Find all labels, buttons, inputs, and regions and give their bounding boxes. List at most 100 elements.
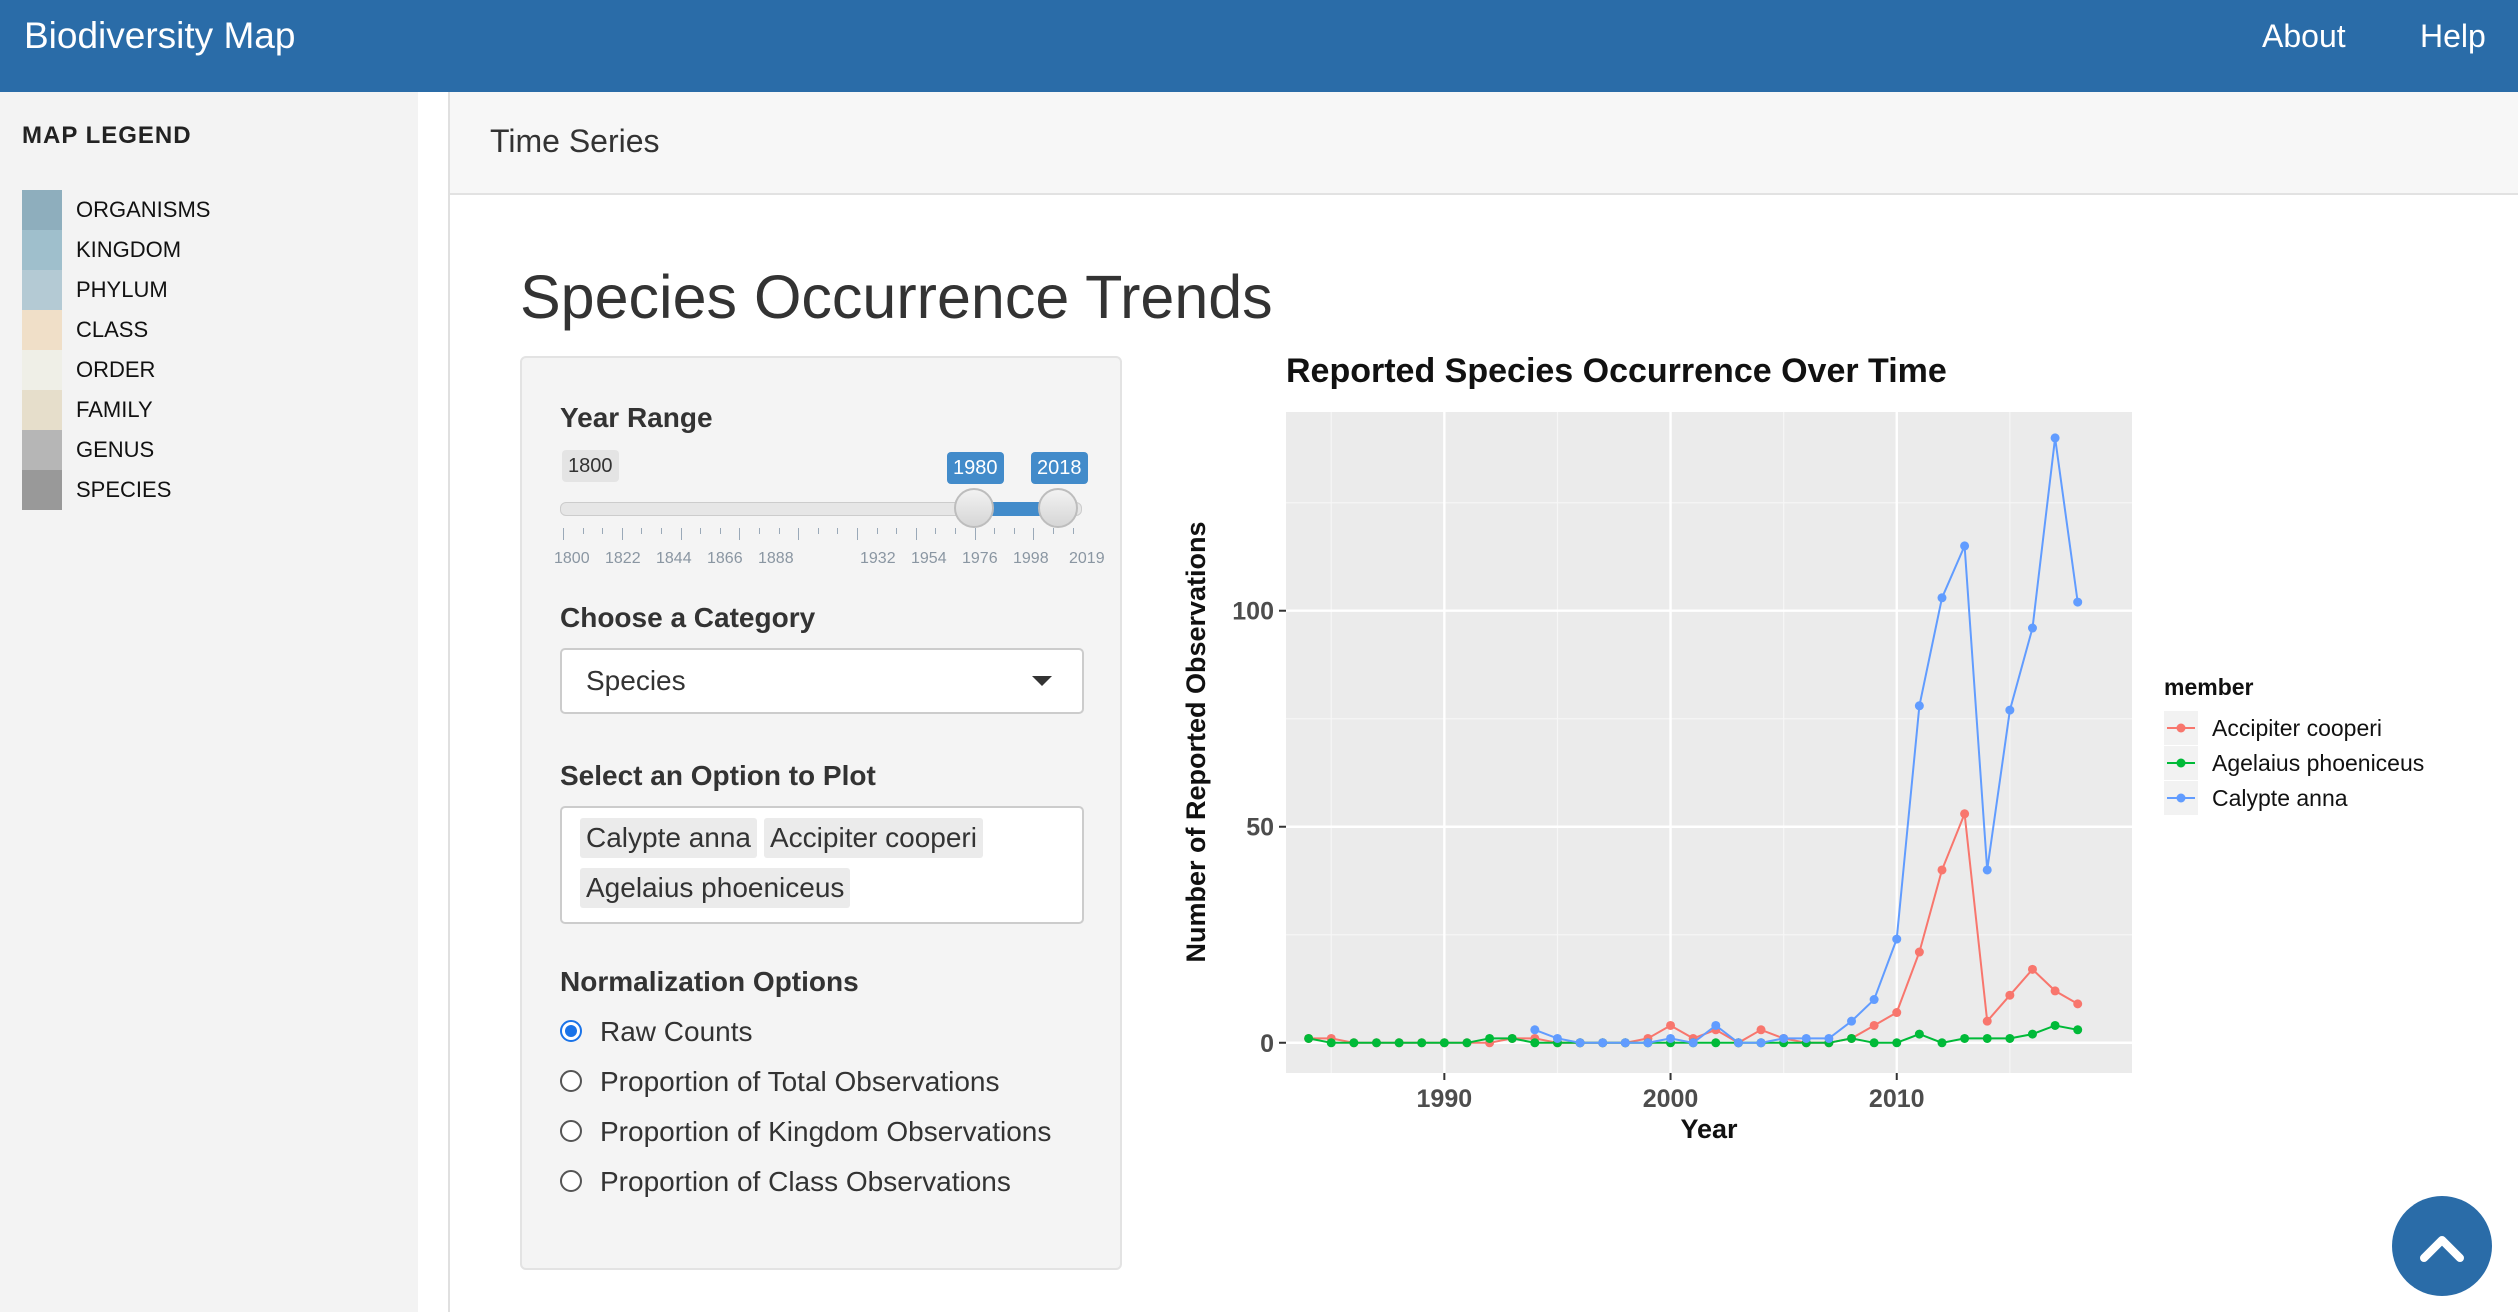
data-point: [1869, 995, 1879, 1005]
data-point: [1824, 1033, 1834, 1043]
data-point: [1666, 1020, 1676, 1030]
slider-from-handle[interactable]: [954, 488, 994, 528]
selected-option-chip[interactable]: Agelaius phoeniceus: [580, 868, 851, 908]
year-range-slider[interactable]: 1800 1980 2018 1800 1822 1844 1866 1888 1932 1…: [554, 450, 1105, 570]
data-point: [2050, 1020, 2060, 1030]
data-point: [1462, 1038, 1472, 1048]
category-label: Choose a Category: [560, 602, 816, 633]
chevron-down-icon: [1032, 676, 1052, 686]
data-point: [2027, 623, 2037, 633]
slider-tick: [778, 528, 780, 534]
slider-tick: [621, 528, 623, 540]
slider-tick: [739, 528, 741, 540]
data-point: [1756, 1038, 1766, 1048]
data-point: [1756, 1025, 1766, 1035]
slider-tick-label: 2019: [1069, 550, 1105, 567]
data-point: [1575, 1038, 1585, 1048]
slider-tick: [700, 528, 702, 534]
x-tick-label: 1990: [1417, 1085, 1473, 1113]
data-point: [1982, 1033, 1992, 1043]
slider-to-handle[interactable]: [1038, 488, 1078, 528]
data-point: [1960, 541, 1970, 551]
data-point: [1914, 1029, 1924, 1039]
x-tick-label: 2010: [1869, 1085, 1925, 1113]
legend-row: ORDER: [22, 350, 382, 390]
slider-tick: [661, 528, 662, 534]
slider-tick: [719, 528, 721, 534]
legend-swatch: [22, 270, 62, 310]
slider-tick-label: 1800: [554, 550, 590, 567]
data-point: [1371, 1038, 1381, 1048]
legend-series-label: Agelaius phoeniceus: [2212, 750, 2424, 776]
data-point: [1598, 1038, 1608, 1048]
slider-tick: [1013, 528, 1015, 534]
slider-tick: [582, 528, 584, 534]
nav-link-about[interactable]: About: [2262, 18, 2346, 54]
data-point: [1869, 1038, 1879, 1048]
legend-row: CLASS: [22, 310, 382, 350]
radio-button[interactable]: [560, 1070, 582, 1092]
radio-button[interactable]: [560, 1170, 582, 1192]
app-brand[interactable]: Biodiversity Map: [24, 15, 296, 56]
selected-option-chip[interactable]: Calypte anna: [580, 818, 758, 858]
data-point: [1892, 1008, 1902, 1018]
legend-label: GENUS: [76, 437, 155, 462]
legend-key-point: [2176, 793, 2186, 803]
data-point: [2027, 964, 2037, 974]
legend-swatch: [22, 310, 62, 350]
data-point: [2005, 705, 2015, 715]
page-title: Species Occurrence Trends: [520, 263, 1273, 331]
slider-tick: [641, 528, 643, 534]
scroll-to-top-button[interactable]: [2392, 1196, 2492, 1296]
data-point: [1914, 701, 1924, 711]
tab-time-series[interactable]: Time Series: [490, 123, 660, 159]
slider-tick: [935, 528, 937, 534]
top-navbar: Biodiversity Map About Help: [0, 0, 2518, 92]
slider-tick-label: 1888: [758, 550, 794, 567]
data-point: [1439, 1038, 1449, 1048]
slider-tick: [837, 528, 839, 534]
data-point: [2073, 597, 2083, 607]
tab-bar: Time Series: [450, 92, 2518, 195]
slider-tick-label: 1954: [911, 550, 947, 567]
slider-track[interactable]: [560, 502, 1082, 516]
legend-key-point: [2176, 758, 2186, 768]
data-point: [1869, 1020, 1879, 1030]
normalization-label: Normalization Options: [560, 966, 859, 997]
slider-from-bubble: 1980: [947, 452, 1004, 484]
data-point: [2005, 1033, 2015, 1043]
data-point: [1847, 1016, 1857, 1026]
slider-tick: [974, 528, 976, 540]
y-axis-title: Number of Reported Observations: [1181, 521, 1211, 962]
slider-tick: [955, 528, 956, 534]
data-point: [2027, 1029, 2037, 1039]
data-point: [1733, 1038, 1743, 1048]
data-point: [1937, 865, 1947, 875]
slider-tick: [602, 528, 604, 534]
slider-tick: [876, 528, 878, 534]
slider-tick: [857, 528, 858, 540]
slider-tick: [759, 528, 760, 534]
data-point: [1417, 1038, 1427, 1048]
legend-series-label: Calypte anna: [2212, 785, 2348, 811]
nav-link-help[interactable]: Help: [2420, 18, 2486, 54]
legend-title: MAP LEGEND: [22, 122, 192, 149]
selected-option-chip[interactable]: Accipiter cooperi: [764, 818, 983, 858]
category-select[interactable]: Species: [560, 648, 1084, 714]
occurrence-chart: Reported Species Occurrence Over Time 19…: [1181, 352, 2424, 1144]
radio-button[interactable]: [560, 1120, 582, 1142]
slider-tick: [994, 528, 996, 534]
y-tick-label: 100: [1232, 598, 1274, 626]
y-tick-label: 0: [1260, 1030, 1274, 1058]
radio-label: Proportion of Kingdom Observations: [600, 1116, 1052, 1147]
legend-label: ORGANISMS: [76, 197, 211, 222]
radio-button[interactable]: [560, 1020, 582, 1042]
x-axis-title: Year: [1680, 1114, 1738, 1144]
plot-options-multiselect[interactable]: Calypte anna Accipiter cooperi Agelaius …: [560, 806, 1084, 924]
slider-tick: [1072, 528, 1074, 534]
slider-tick: [680, 528, 682, 540]
legend-label: FAMILY: [76, 397, 153, 422]
legend-label: ORDER: [76, 357, 156, 382]
chart-legend: member Accipiter cooperi Agelaius phoenic…: [2164, 674, 2424, 815]
data-point: [1982, 865, 1992, 875]
